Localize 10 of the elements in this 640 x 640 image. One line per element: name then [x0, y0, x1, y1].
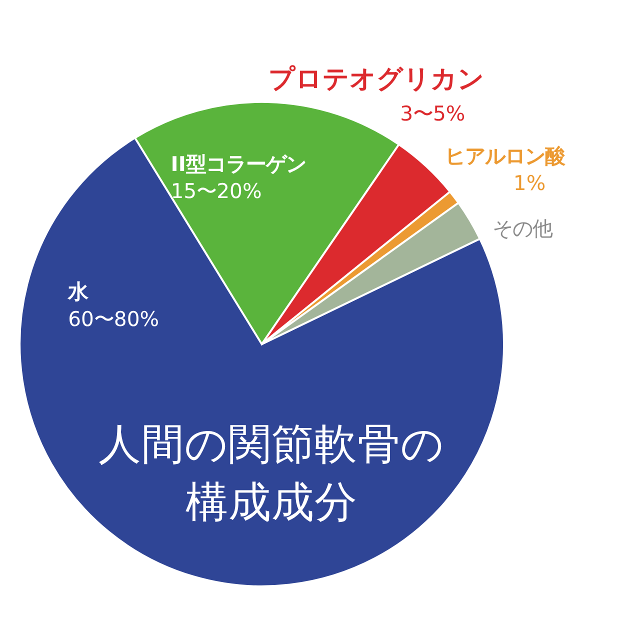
text: 人間の関節軟骨の構成成分	[98, 419, 444, 528]
slice-label: 水	[67, 280, 90, 304]
data-label: 15〜20%	[170, 178, 262, 203]
data-label: 1%	[513, 171, 546, 196]
data-label: 60〜80%	[68, 306, 160, 331]
slice-label: プロテオグリカン	[268, 64, 485, 94]
slice-label: II型コラーゲン	[170, 152, 306, 176]
data-label: 3〜5%	[400, 101, 466, 126]
slice-label: その他	[492, 216, 552, 241]
slice-label: ヒアルロン酸	[445, 144, 566, 168]
